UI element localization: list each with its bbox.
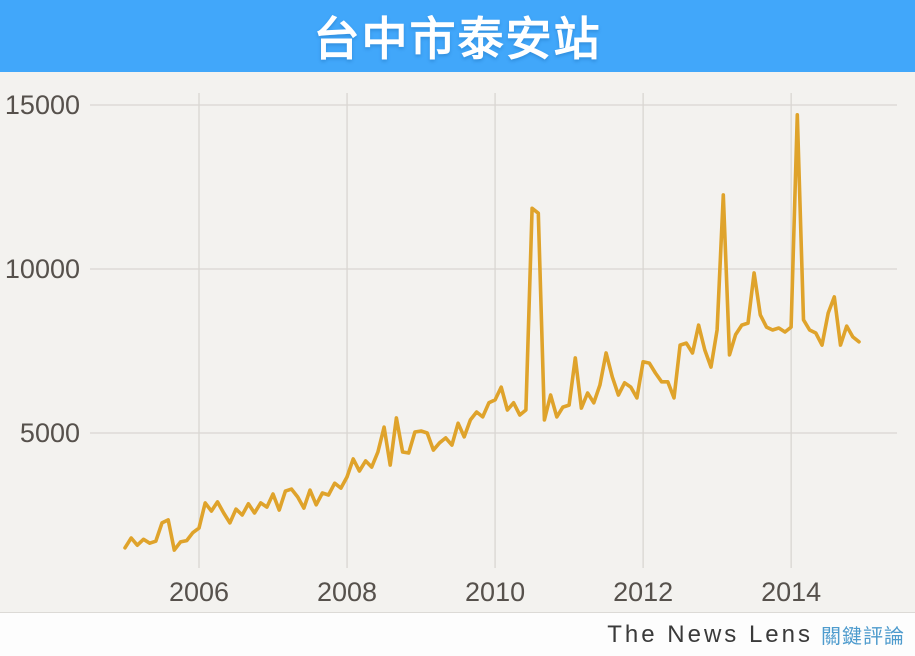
x-axis-tick-label: 2012 [613, 577, 673, 607]
brand-the-news-lens: The News Lens [607, 620, 813, 648]
footer: The News Lens 關鍵評論 [0, 612, 915, 656]
title-bar: 台中市泰安站 [0, 0, 915, 72]
chart-area: 5000 10000 15000 2006 2008 2010 2012 2014 [0, 72, 915, 612]
x-axis-tick-label: 2014 [761, 577, 821, 607]
y-axis-tick-label: 15000 [5, 90, 80, 120]
x-axis-tick-label: 2006 [169, 577, 229, 607]
chart-title: 台中市泰安站 [313, 12, 602, 66]
y-axis-tick-label: 5000 [20, 418, 80, 448]
x-axis-tick-label: 2010 [465, 577, 525, 607]
brand-guanjian-pinglun: 關鍵評論 [821, 624, 905, 648]
ridership-line-chart: 5000 10000 15000 2006 2008 2010 2012 2014 [5, 90, 897, 607]
x-axis-tick-label: 2008 [317, 577, 377, 607]
y-axis-tick-label: 10000 [5, 254, 80, 284]
data-line-monthly-passengers [123, 112, 861, 552]
